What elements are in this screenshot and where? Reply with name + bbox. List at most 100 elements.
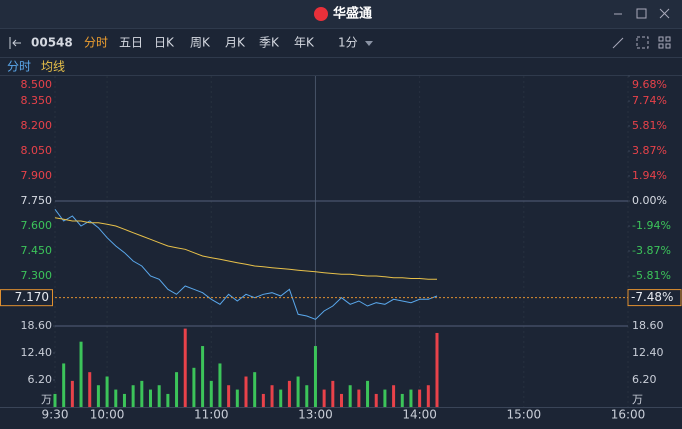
volume-bar [149, 389, 152, 407]
tab[interactable]: 季K [259, 36, 280, 50]
volume-bar [88, 372, 92, 407]
x-tick-label: 10:00 [90, 408, 125, 422]
volume-bar [340, 393, 343, 407]
y-tick-label: 7.450 [21, 244, 53, 257]
volume-bar [296, 376, 300, 407]
volume-bar [105, 376, 109, 407]
y-tick-label: 12.40 [21, 346, 53, 359]
last-price-box [0, 289, 53, 307]
tab[interactable]: 分时 [84, 36, 108, 50]
volume-bar [53, 393, 57, 407]
y2-tick-label: 5.81% [632, 119, 667, 132]
volume-bar [270, 385, 274, 407]
y2-tick-label: 6.20 [632, 373, 657, 386]
volume-bar [400, 393, 404, 407]
volume-bar [435, 332, 439, 407]
volume-bar [348, 385, 352, 407]
tab[interactable]: 月K [225, 36, 246, 50]
y-tick-label: 6.20 [28, 373, 53, 386]
volume-bar [418, 389, 422, 407]
volume-bar [374, 393, 378, 407]
last-change-box [627, 289, 682, 307]
y2-tick-label: 9.68% [632, 78, 667, 91]
y-tick-label: 8.500 [21, 78, 53, 91]
y2-tick-label: 7.74% [632, 94, 667, 107]
title-bar [0, 0, 682, 28]
x-tick-label: 16:00 [611, 408, 646, 422]
volume-bar [392, 385, 396, 407]
volume-bar [366, 380, 370, 407]
unit-label: 万 [632, 393, 643, 406]
y-tick-label: 8.050 [21, 144, 53, 157]
y2-tick-label: -1.94% [632, 219, 671, 232]
price-line [54, 209, 438, 320]
y-tick-label: 7.600 [21, 219, 53, 232]
tab[interactable]: 周K [190, 36, 211, 50]
volume-bar [331, 380, 335, 407]
volume-bar [62, 363, 66, 407]
volume-bar [279, 389, 283, 407]
y2-tick-label: -5.81% [632, 269, 671, 282]
volume-bar [218, 363, 222, 407]
volume-bar [140, 380, 144, 407]
volume-bar [122, 393, 126, 407]
volume-bar [157, 385, 161, 407]
volume-bar [96, 385, 100, 407]
volume-bar [383, 389, 387, 407]
volume-bar [131, 385, 135, 407]
legend-label: 均线 [41, 60, 65, 74]
price-line [54, 217, 437, 280]
volume-bar [201, 346, 205, 407]
x-tick-label: 13:00 [298, 408, 333, 422]
volume-bar [175, 372, 179, 407]
volume-bar [114, 389, 118, 407]
x-tick-label: 15:00 [507, 408, 542, 422]
stock-code: 00548 [31, 36, 73, 50]
tool-icons[interactable] [612, 36, 671, 49]
y-tick-label: 18.60 [21, 319, 53, 332]
volume-bar [313, 346, 317, 407]
volume-bar [235, 389, 239, 407]
volume-bar [287, 380, 291, 407]
volume-bar [322, 389, 326, 407]
y-tick-label: 8.200 [21, 119, 53, 132]
dropdown-arrow[interactable] [365, 41, 373, 46]
y2-tick-label: 12.40 [632, 346, 664, 359]
y-tick-label: 7.750 [21, 194, 53, 207]
last-price-label: 7.170 [15, 290, 49, 304]
y2-tick-label: 0.00% [632, 194, 667, 207]
tab[interactable]: 年K [294, 36, 315, 50]
tab[interactable]: 日K [154, 36, 175, 50]
volume-bar [253, 372, 257, 407]
interval-select[interactable]: 1分 [338, 36, 358, 50]
y2-tick-label: 1.94% [632, 169, 667, 182]
volume-bar [305, 385, 309, 407]
x-tick-label: 11:00 [194, 408, 229, 422]
app-title: 华盛通 [333, 6, 372, 22]
volume-bar [244, 376, 248, 407]
legend-label: 分时 [7, 60, 31, 74]
volume-bar [79, 341, 83, 407]
volume-bar [166, 393, 170, 407]
volume-bar [357, 389, 361, 407]
y-tick-label: 8.350 [21, 94, 53, 107]
y-tick-label: 7.300 [21, 269, 53, 282]
y-tick-label: 7.900 [21, 169, 53, 182]
y2-tick-label: 18.60 [632, 319, 664, 332]
volume-bar [183, 328, 187, 407]
tab[interactable]: 五日 [119, 36, 143, 50]
y2-tick-label: -3.87% [632, 244, 671, 257]
volume-bar [70, 380, 74, 407]
logo [314, 7, 328, 21]
toolbar-icon[interactable] [9, 37, 21, 49]
volume-bar [227, 385, 231, 407]
last-change-label: -7.48% [631, 290, 673, 304]
x-tick-label: 9:30 [42, 408, 69, 422]
unit-label: 万 [41, 393, 52, 406]
volume-bar [426, 385, 430, 407]
y2-tick-label: 3.87% [632, 144, 667, 157]
volume-bar [192, 367, 196, 407]
volume-bar [261, 393, 265, 407]
x-tick-label: 14:00 [402, 408, 437, 422]
